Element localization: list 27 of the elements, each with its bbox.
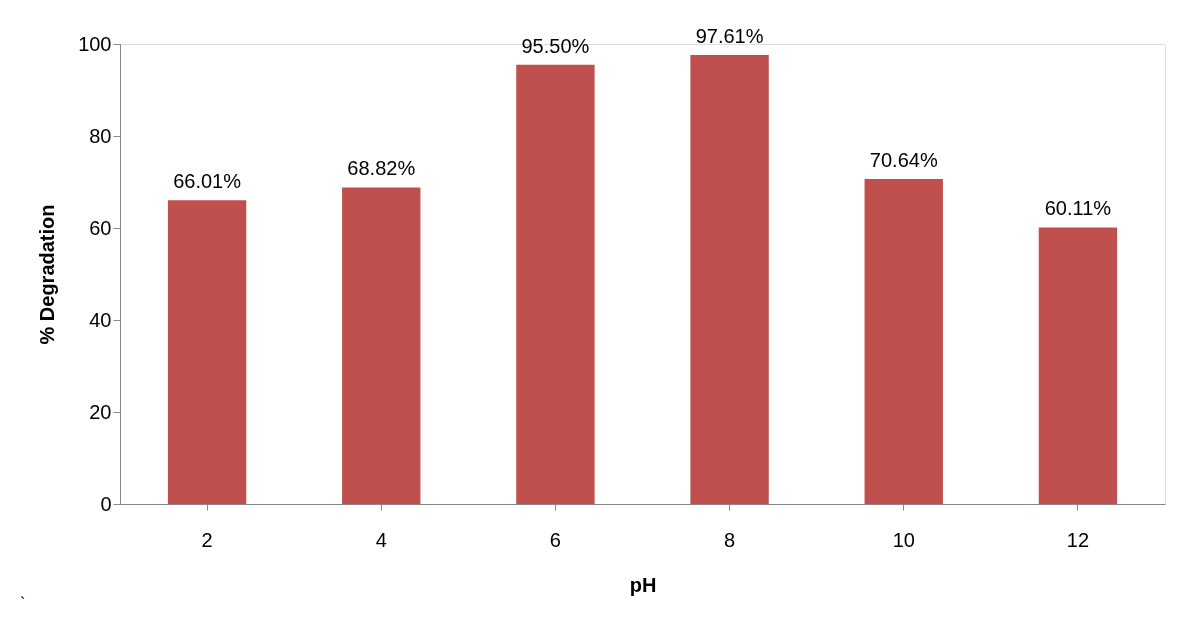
bar xyxy=(864,179,943,504)
data-label: 66.01% xyxy=(173,170,242,193)
bar xyxy=(167,200,247,504)
bar xyxy=(1038,227,1118,504)
x-tick-label: 8 xyxy=(724,528,736,551)
data-label: 68.82% xyxy=(347,157,416,180)
y-tick-label: 20 xyxy=(89,400,112,423)
data-label: 60.11% xyxy=(1044,197,1112,220)
bar xyxy=(516,64,595,504)
y-tick-label: 80 xyxy=(89,124,112,147)
data-label: 70.64% xyxy=(869,149,938,172)
x-tick-label: 6 xyxy=(549,528,561,551)
x-tick-label: 4 xyxy=(375,528,387,551)
x-tick-label: 12 xyxy=(1066,528,1090,551)
x-axis-title: pH xyxy=(629,573,657,596)
text: ` xyxy=(20,595,26,612)
data-label: 97.61% xyxy=(695,24,764,47)
y-tick-label: 0 xyxy=(100,492,112,515)
data-label: 95.50% xyxy=(521,34,590,57)
y-tick-label: 60 xyxy=(89,216,112,239)
bar xyxy=(342,187,421,504)
y-axis-title: % Degradation xyxy=(36,204,59,345)
y-tick-label: 40 xyxy=(89,308,112,331)
x-tick-label: 10 xyxy=(892,528,915,551)
bar xyxy=(690,54,769,504)
x-tick-label: 2 xyxy=(201,528,213,551)
y-tick-label: 100 xyxy=(78,32,112,55)
